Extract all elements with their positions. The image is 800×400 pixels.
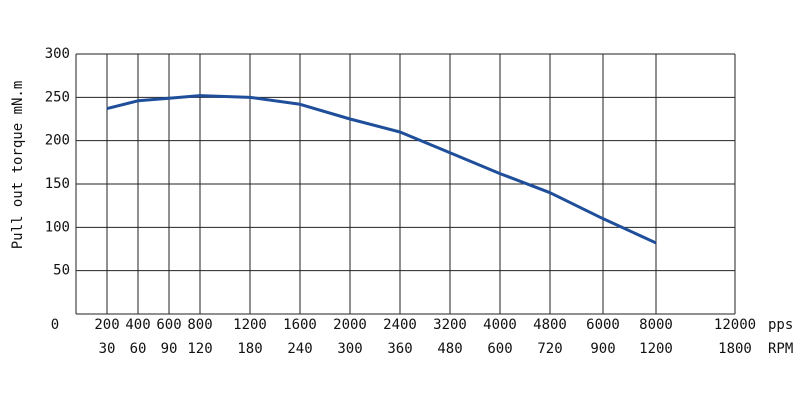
x2-tick-label: 480 <box>437 341 462 357</box>
x-tick-label: 3200 <box>433 317 467 333</box>
x2-tick-label: 240 <box>287 341 312 357</box>
x2-tick-label: 1800 <box>718 341 752 357</box>
y-axis-label: Pull out torque mN.m <box>10 81 26 250</box>
x2-tick-label: 1200 <box>639 341 673 357</box>
x-tick-label: 800 <box>187 317 212 333</box>
y-tick-label: 250 <box>45 89 70 105</box>
x-tick-label: 2400 <box>383 317 417 333</box>
y-tick-label: 0 <box>51 317 59 333</box>
y-tick-label: 200 <box>45 133 70 149</box>
x2-tick-label: 120 <box>187 341 212 357</box>
x-tick-label: 1600 <box>283 317 317 333</box>
x-tick-label: 400 <box>125 317 150 333</box>
x-tick-label: 600 <box>156 317 181 333</box>
data-line <box>106 94 657 245</box>
x2-axis-label: RPM <box>768 341 793 357</box>
x2-tick-label: 720 <box>537 341 562 357</box>
y-tick-label: 100 <box>45 219 70 235</box>
x2-tick-label: 180 <box>237 341 262 357</box>
x2-tick-label: 90 <box>161 341 178 357</box>
x2-tick-label: 600 <box>487 341 512 357</box>
x-tick-label: 8000 <box>639 317 673 333</box>
x-axis-label: pps <box>768 317 793 333</box>
x-tick-label: 200 <box>94 317 119 333</box>
x2-tick-label: 60 <box>130 341 147 357</box>
x2-tick-label: 900 <box>590 341 615 357</box>
x-tick-label: 2000 <box>333 317 367 333</box>
y-tick-label: 300 <box>45 46 70 62</box>
x2-tick-label: 360 <box>387 341 412 357</box>
x2-tick-label: 30 <box>99 341 116 357</box>
y-tick-label: 150 <box>45 176 70 192</box>
x-tick-label: 4800 <box>533 317 567 333</box>
x-tick-label: 4000 <box>483 317 517 333</box>
y-tick-label: 50 <box>53 263 70 279</box>
x-tick-label: 6000 <box>586 317 620 333</box>
x2-tick-label: 300 <box>337 341 362 357</box>
x-tick-label: 1200 <box>233 317 267 333</box>
x-tick-label: 12000 <box>714 317 756 333</box>
